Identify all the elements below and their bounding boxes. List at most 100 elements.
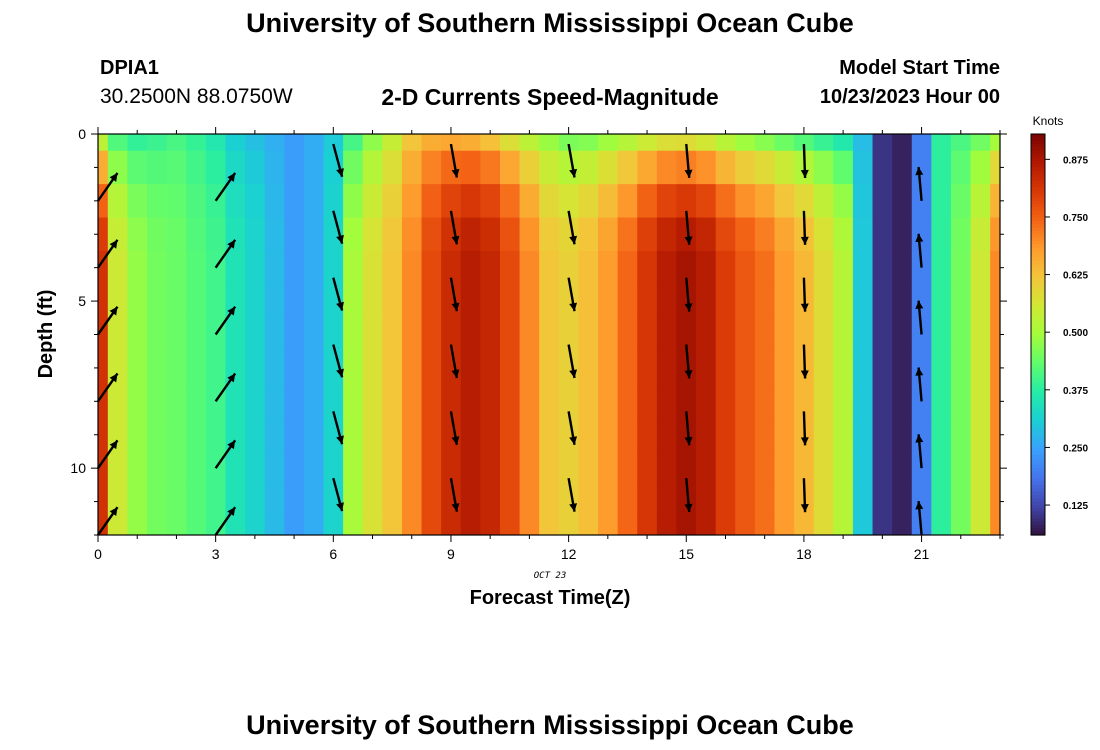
heatmap-cell [637,418,658,452]
colorbar-segment [1031,170,1045,175]
heatmap-cell [205,134,226,152]
heatmap-cell [931,451,952,486]
model-start-label: Model Start Time [839,57,1000,79]
heatmap-cell [911,150,932,185]
colorbar-segment [1031,197,1045,202]
heatmap-cell [813,184,834,219]
colorbar-segment [1031,284,1045,289]
heatmap-cell [421,250,442,285]
heatmap-cell [401,384,423,419]
colorbar-segment [1031,411,1045,416]
heatmap-cell [460,484,481,519]
heatmap-cell [519,317,540,352]
colorbar-segment [1031,271,1045,275]
plot-axes: 0 3 6 9 12 15 18 21 0 5 10 [70,126,1007,562]
heatmap-cell [558,351,579,386]
heatmap-cell [519,150,540,185]
heatmap-cell [460,284,481,319]
colorbar-segment [1031,237,1045,242]
heatmap-cell [656,150,677,185]
heatmap-cell [872,317,893,352]
heatmap-cell [166,217,187,252]
current-vector-arrow [915,300,924,335]
heatmap-cell [656,317,677,352]
heatmap-cell [205,418,226,452]
colorbar-tick-label: 0.375 [1063,386,1088,397]
heatmap-cell [735,384,756,419]
heatmap-cell [754,284,775,319]
heatmap-cell [852,217,874,252]
heatmap-cell [441,418,462,452]
heatmap-cell [598,384,619,419]
heatmap-cell [225,418,246,452]
colorbar-segment [1031,367,1045,372]
heatmap-cell [499,418,521,452]
heatmap-cell [284,217,305,252]
heatmap-cell [892,284,913,319]
heatmap-cell [186,184,207,219]
current-vector-arrow [214,239,237,269]
heatmap-cell [931,518,952,536]
colorbar-segment [1031,528,1045,533]
heatmap-cell [499,184,521,219]
colorbar-segment [1031,391,1045,396]
heatmap-cell [813,451,834,486]
heatmap-cell [578,451,599,486]
current-vector-arrow [97,172,119,202]
heatmap-cell [892,184,913,219]
heatmap-cell [813,518,834,536]
heatmap-cell [147,484,168,519]
colorbar-segment [1031,167,1045,172]
heatmap-cell [127,418,148,452]
current-vector-arrow [449,344,460,379]
colorbar-segment [1031,521,1045,526]
colorbar-segment [1031,511,1045,516]
heatmap-cell [382,150,403,185]
colorbar: 0.125 0.250 0.375 0.500 0.625 0.750 0.875 [1030,133,1088,536]
colorbar-tick-label: 0.125 [1063,501,1088,512]
heatmap-cell [441,250,462,285]
x-tick-label: 6 [329,546,337,562]
colorbar-segment [1031,287,1045,292]
current-vector-arrow [567,143,578,178]
heatmap-cell [911,451,932,486]
current-vector-arrow [97,239,119,269]
heatmap-cell [774,150,795,185]
heatmap-cell [147,150,168,185]
heatmap-cell [107,418,128,452]
heatmap-cell [362,134,383,152]
heatmap-cell [617,284,638,319]
colorbar-segment [1031,301,1045,306]
colorbar-segment [1031,147,1045,152]
heatmap-cell [892,250,913,285]
heatmap-cell [892,451,913,486]
colorbar-segment [1031,217,1045,222]
heatmap-cell [931,351,952,386]
colorbar-segment [1031,327,1045,332]
current-vector-arrow [97,439,119,469]
heatmap-cell [696,217,717,252]
heatmap-cell [617,518,638,536]
heatmap-cell [598,134,619,152]
colorbar-segment [1031,474,1045,479]
colorbar-segment [1031,260,1045,265]
heatmap-cell [264,317,285,352]
x-tick-label: 0 [94,546,102,562]
heatmap-cell [421,384,442,419]
current-vector-arrow [449,477,460,512]
heatmap-cell [833,284,854,319]
heatmap-cell [990,317,1001,352]
colorbar-segment [1031,514,1045,519]
heatmap-cell [872,451,893,486]
heatmap-cell [774,317,795,352]
heatmap-cell [852,384,874,419]
heatmap-cell [362,518,383,536]
current-vector-arrow [567,411,578,446]
heatmap-cell [460,518,481,536]
heatmap-cell [990,184,1001,219]
colorbar-segment [1031,254,1045,259]
heatmap-cell [696,351,717,386]
heatmap-cell [715,250,736,285]
colorbar-segment [1031,414,1045,419]
heatmap-cell [186,351,207,386]
